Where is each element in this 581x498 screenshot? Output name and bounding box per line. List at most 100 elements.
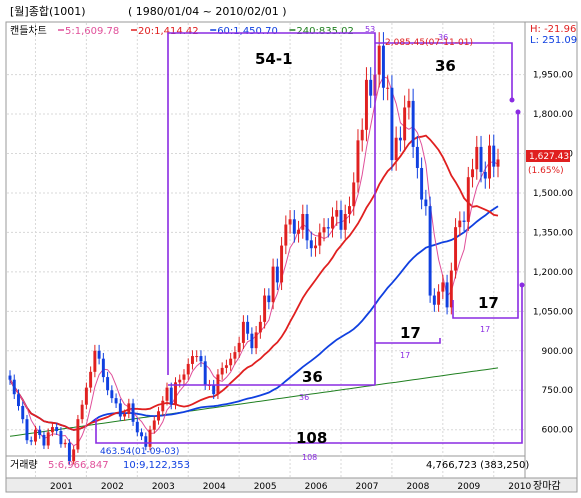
candle-body [148, 429, 152, 447]
candle-body [84, 387, 88, 405]
candle-body [127, 403, 131, 414]
wave-label-54-1: 54-1 [255, 50, 293, 68]
ma-legend-text-1: 20:1,414.42 [138, 26, 199, 37]
year-tick-0: 2001 [50, 482, 73, 492]
wave-label-36-lower: 36 [302, 368, 323, 386]
chart-range: ( 1980/01/04 ~ 2010/02/01 ) [128, 5, 287, 18]
year-tick-5: 2006 [305, 482, 328, 492]
volume-current: 4,766,723 (383,250) [426, 460, 529, 471]
wave-label-36-upper: 36 [435, 57, 456, 75]
low-value: L: 251.09 [530, 35, 577, 46]
year-tick-labels: 2001 2002 2003 2004 2005 2006 2007 2008 2009 2010 [50, 482, 531, 492]
year-tick-8: 2009 [457, 482, 480, 492]
candle-body [420, 167, 424, 200]
candle-body [292, 219, 296, 234]
candle-body [21, 406, 25, 420]
candle-body [309, 240, 313, 249]
candle-body [229, 358, 233, 366]
candle-body [386, 87, 390, 89]
price-tick-3: 1,500.00 [533, 189, 573, 199]
candle-body [212, 384, 216, 395]
candle-body [352, 182, 356, 207]
candle-body [190, 356, 194, 364]
price-tick-6: 1,050.00 [533, 307, 573, 317]
candle-body [483, 171, 487, 179]
box-54-1 [167, 32, 376, 385]
candle-body [407, 100, 411, 108]
price-tick-1: 1,800.00 [533, 110, 573, 120]
candle-body [8, 375, 12, 380]
price-axis-frame [524, 21, 578, 479]
candle-body [441, 282, 445, 292]
box-36-marker [509, 97, 515, 103]
candle-body [80, 404, 84, 420]
year-tick-9: 2010 [508, 482, 531, 492]
ma-legend-text-3: 240:835.02 [296, 26, 353, 37]
candle-body [169, 387, 173, 405]
ma5-line [9, 76, 499, 447]
candle-body [25, 419, 29, 441]
candle-body [381, 45, 385, 88]
candle-body [356, 140, 360, 183]
ma20-line [9, 134, 499, 431]
candle-body [29, 440, 33, 442]
candle-body [38, 429, 42, 435]
candle-body [326, 227, 330, 229]
candle-body [250, 333, 254, 349]
candle-body [403, 107, 407, 141]
candle-body [428, 206, 432, 296]
low-label: 463.54(01-09-03) [100, 447, 179, 457]
current-change: (1.65%) [528, 166, 564, 176]
candle-body [394, 137, 398, 161]
candle-body [55, 427, 59, 432]
wave-label-108: 108 [296, 429, 327, 447]
box-17-a [375, 338, 441, 344]
ma5-series [9, 76, 499, 447]
year-tick-6: 2007 [356, 482, 379, 492]
chart-title: [월]종합(1001) [10, 5, 86, 18]
candle-body [157, 411, 160, 421]
candle-body [161, 400, 165, 412]
candle-body [390, 87, 394, 161]
small-label-53: 53 [365, 25, 375, 34]
year-tick-4: 2005 [254, 482, 277, 492]
candle-body [496, 159, 500, 167]
small-label-36-upper: 36 [438, 33, 448, 42]
candle-body [63, 442, 67, 445]
candle-body [42, 434, 46, 446]
candle-body [182, 374, 186, 380]
candle-body [411, 100, 415, 147]
price-tick-8: 750.00 [542, 386, 574, 396]
candle-body [135, 421, 139, 433]
volume-ma5: 5:6,966,847 [48, 460, 109, 471]
candle-body [475, 146, 479, 170]
candle-body [140, 432, 144, 437]
volume-ma10: 10:9,122,353 [123, 460, 190, 471]
candle-body [110, 390, 114, 399]
candle-body [280, 245, 284, 283]
candle-body [72, 449, 76, 462]
candle-body [458, 220, 462, 228]
candle-body [364, 79, 368, 130]
candle-body [449, 270, 453, 308]
candle-body [335, 210, 339, 217]
candle-body [343, 214, 347, 230]
candle-body [479, 146, 483, 172]
box-17-marker [515, 109, 521, 115]
candle-body [258, 321, 262, 333]
time-axis-frame [5, 477, 578, 493]
candle-body [462, 220, 466, 222]
candle-body [415, 146, 419, 168]
candle-body [237, 342, 241, 353]
candle-body [203, 361, 207, 385]
year-tick-1: 2002 [101, 482, 124, 492]
candle-body [492, 145, 496, 167]
candle-body [76, 419, 80, 450]
peak-label: 2,085.45(07-11-01) [385, 38, 473, 48]
candle-body [50, 427, 54, 433]
small-label-17-a: 17 [400, 351, 410, 360]
candle-body [241, 321, 245, 343]
candle-body [165, 387, 169, 401]
candle-body [46, 432, 50, 446]
